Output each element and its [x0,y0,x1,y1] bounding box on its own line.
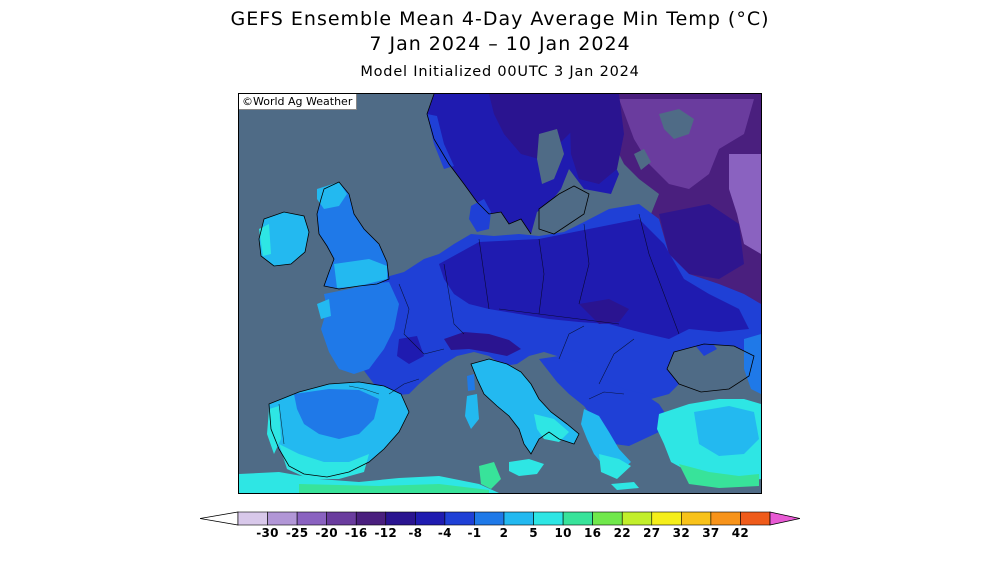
scale-tick-label: 22 [613,526,631,540]
scale-color-box [562,511,593,526]
scale-color-box [296,511,327,526]
north-africa-warm [299,484,489,493]
greece-land [581,409,631,472]
scale-color-box [681,511,712,526]
ireland-west-warm [259,224,271,256]
lake-ladoga [634,149,651,170]
alps-cold [444,332,521,356]
central-europe-dark [439,219,749,339]
model-init-subtitle: Model Initialized 00UTC 3 Jan 2024 [360,64,640,80]
russia-dark-patch [659,204,744,279]
carpathians-cold [579,299,629,324]
denmark-land [469,199,491,232]
baltic-sea [539,186,589,234]
scale-tick-label: 16 [584,526,602,540]
finland-land [569,94,624,184]
scale-color-box [503,511,534,526]
sardinia [465,394,479,429]
scale-color-box [415,511,446,526]
france-west [321,282,399,374]
gulf-of-bothnia [537,129,564,184]
sicily [509,459,544,476]
scale-color-box [651,511,682,526]
scale-tick-label: 2 [499,526,509,540]
scale-color-box [326,511,357,526]
country-borders [278,213,680,445]
norway-coast-warmer [427,114,454,169]
balkans-land [539,356,669,446]
russia-east-lighter [729,154,761,254]
scale-tick-label: -25 [285,526,309,540]
tunisia [479,462,501,489]
scale-color-box [355,511,387,526]
caucasus-east [744,334,761,394]
scale-color-box [710,511,741,526]
scale-tick-label: -12 [374,526,398,540]
map-date-range: 7 Jan 2024 – 10 Jan 2024 [369,33,631,55]
scale-color-box [444,511,475,526]
scale-color-box [474,511,505,526]
england-south [334,259,387,288]
scale-color-box [592,511,623,526]
color-scale-legend [200,508,800,530]
black-sea [667,344,754,392]
scale-tick-label: 10 [554,526,572,540]
ireland [259,212,309,266]
scale-tick-label: -4 [437,526,452,540]
italy-south-warm [534,414,569,442]
scale-tick-label: 37 [702,526,720,540]
brittany [317,299,331,319]
scale-color-box [385,511,416,526]
coastlines [258,94,755,478]
scale-max-arrow [769,511,800,526]
russia-cold-core [619,99,754,189]
scale-tick-label: 32 [672,526,690,540]
temperature-map: ©World Ag Weather [238,93,762,494]
scale-tick-label: -30 [256,526,279,540]
corsica [467,374,475,391]
massif-central-cold [397,336,424,364]
iberia-south-warm [279,444,369,479]
scale-tick-label: -16 [344,526,368,540]
scale-tick-label: -8 [408,526,423,540]
scale-color-box [267,511,298,526]
scale-color-box [740,511,771,526]
scale-tick-label: 27 [643,526,661,540]
scale-tick-label: 42 [731,526,750,540]
scale-tick-label: 5 [529,526,538,540]
scale-tick-label: -20 [315,526,338,540]
scale-color-box [237,511,268,526]
white-sea [659,109,694,139]
scale-color-box [621,511,653,526]
copyright-label: ©World Ag Weather [239,94,358,110]
scale-color-box [533,511,564,526]
color-scale-ticks: -30 -25 -20 -16 -12 -8 -4 -1 2 5 10 16 22 27 32 37 42 [200,526,800,542]
color-scale-bar [200,511,800,526]
europe-map-svg [239,94,761,493]
turkey-south-warm [679,464,759,488]
map-title: GEFS Ensemble Mean 4-Day Average Min Tem… [230,8,770,30]
crete [611,482,639,490]
turkey-interior-cold [694,406,759,456]
crimea [694,339,717,356]
scale-tick-label: -1 [467,526,482,540]
iberia-interior-cold [294,389,379,439]
scale-min-arrow [200,511,239,526]
greece-south-warm [599,454,631,479]
